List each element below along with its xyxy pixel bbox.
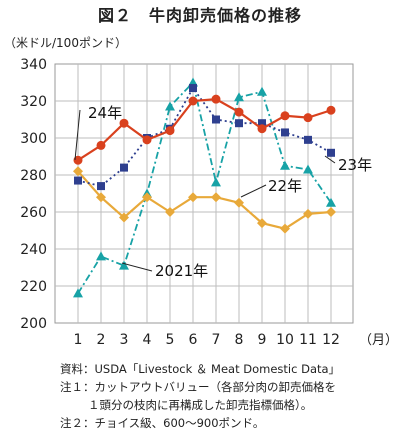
x-tick-label: 8 bbox=[235, 332, 244, 348]
x-unit-label: （月） bbox=[359, 333, 398, 348]
data-point-23 bbox=[235, 119, 243, 128]
data-point-24 bbox=[96, 140, 106, 150]
data-point-2021 bbox=[165, 101, 175, 111]
chart-title: 図２ 牛肉卸売価格の推移 bbox=[97, 6, 302, 25]
data-point-22 bbox=[280, 223, 290, 234]
data-point-22 bbox=[234, 197, 244, 208]
data-point-24 bbox=[234, 107, 244, 117]
x-tick-label: 10 bbox=[276, 332, 294, 348]
data-point-22 bbox=[303, 208, 313, 219]
y-tick-label: 300 bbox=[20, 131, 47, 147]
data-point-22 bbox=[257, 218, 267, 229]
data-point-22 bbox=[326, 207, 336, 217]
y-tick-label: 200 bbox=[20, 316, 47, 332]
data-point-23 bbox=[120, 163, 128, 172]
data-point-2021 bbox=[234, 92, 244, 102]
x-tick-label: 12 bbox=[322, 332, 340, 348]
data-point-24 bbox=[280, 111, 290, 121]
data-point-22 bbox=[142, 192, 152, 203]
series-line-2021 bbox=[77, 80, 332, 294]
data-point-23 bbox=[258, 119, 266, 128]
y-unit-label: （米ドル/100ポンド） bbox=[4, 36, 127, 50]
note-1-cont: １頭分の枝肉に再構成した卸売指標価格）。 bbox=[88, 398, 313, 412]
data-point-23 bbox=[212, 115, 220, 124]
x-tick-label: 1 bbox=[74, 332, 83, 348]
y-tick-label: 320 bbox=[20, 94, 47, 110]
data-point-24 bbox=[119, 118, 129, 128]
data-point-22 bbox=[96, 192, 106, 203]
data-point-24 bbox=[142, 135, 152, 145]
y-tick-label: 220 bbox=[20, 279, 47, 295]
data-point-23 bbox=[304, 135, 312, 144]
series-label-22: 22年 bbox=[268, 177, 302, 195]
y-tick-label: 240 bbox=[20, 242, 47, 258]
leader-line-22 bbox=[240, 184, 267, 198]
data-point-22 bbox=[119, 212, 129, 223]
x-tick-label: 7 bbox=[212, 332, 221, 348]
data-point-23 bbox=[189, 84, 197, 93]
note-2: 注２：チョイス級、600～900ポンド。 bbox=[60, 416, 265, 430]
x-tick-label: 2 bbox=[97, 332, 106, 348]
data-point-2021 bbox=[211, 177, 221, 187]
series-line-23 bbox=[77, 86, 332, 188]
x-tick-label: 5 bbox=[166, 332, 175, 348]
data-point-22 bbox=[73, 166, 83, 177]
data-point-2021 bbox=[280, 160, 290, 170]
x-tick-label: 11 bbox=[299, 332, 317, 348]
plot-frame bbox=[54, 63, 354, 324]
data-point-2021 bbox=[303, 164, 313, 174]
data-point-22 bbox=[165, 207, 175, 217]
note-source: 資料：USDA「Livestock ＆ Meat Domestic Data」 bbox=[60, 362, 341, 376]
y-tick-label: 340 bbox=[20, 57, 47, 73]
data-point-23 bbox=[327, 148, 335, 157]
data-point-22 bbox=[211, 192, 221, 203]
data-point-24 bbox=[257, 124, 267, 134]
note-1: 注１：カットアウトバリュー（各部分肉の卸売価格を bbox=[60, 380, 336, 394]
x-tick-label: 4 bbox=[143, 332, 152, 348]
data-point-2021 bbox=[96, 251, 106, 261]
series-label-24: 24年 bbox=[88, 104, 122, 122]
data-point-24 bbox=[211, 94, 221, 104]
data-point-2021 bbox=[257, 86, 267, 96]
leader-line-24 bbox=[74, 109, 81, 161]
series-label-2021: 2021年 bbox=[155, 262, 208, 280]
data-point-24 bbox=[303, 113, 313, 123]
data-point-23 bbox=[97, 182, 105, 191]
data-point-22 bbox=[188, 192, 198, 203]
data-point-2021 bbox=[73, 288, 83, 298]
data-point-23 bbox=[281, 128, 289, 137]
leader-line-2021 bbox=[121, 262, 153, 272]
data-point-2021 bbox=[119, 260, 129, 270]
data-point-2021 bbox=[326, 197, 336, 207]
x-tick-label: 6 bbox=[189, 332, 198, 348]
x-tick-label: 9 bbox=[258, 332, 267, 348]
leader-line-23 bbox=[324, 155, 336, 164]
chart-notes: 資料：USDA「Livestock ＆ Meat Domestic Data」 … bbox=[60, 360, 340, 432]
data-point-23 bbox=[74, 176, 82, 185]
data-point-24 bbox=[73, 155, 83, 165]
data-point-24 bbox=[326, 105, 336, 115]
y-tick-label: 260 bbox=[20, 205, 47, 221]
x-tick-label: 3 bbox=[120, 332, 129, 348]
y-tick-label: 280 bbox=[20, 168, 47, 184]
series-label-23: 23年 bbox=[338, 156, 372, 174]
data-point-24 bbox=[188, 96, 198, 106]
series-line-22 bbox=[77, 170, 332, 230]
data-point-24 bbox=[165, 126, 175, 136]
